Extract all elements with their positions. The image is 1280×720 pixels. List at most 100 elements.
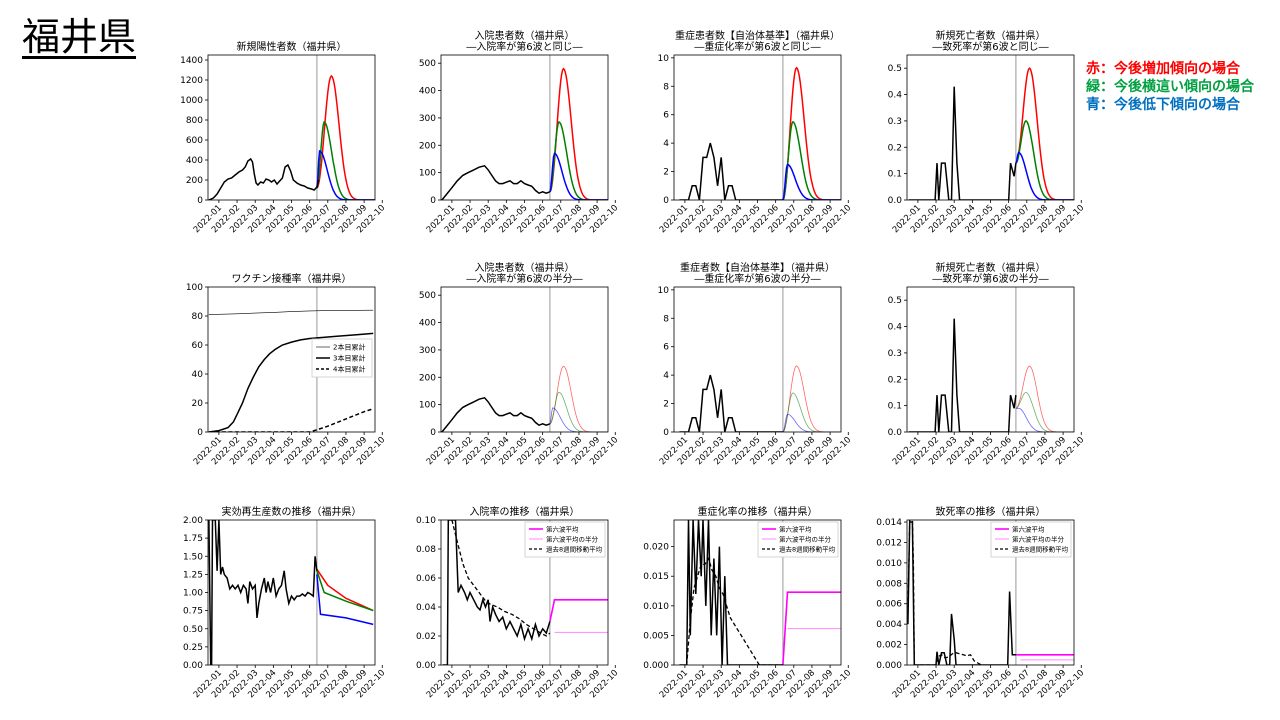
wave6-average-line	[549, 599, 608, 622]
chart-subtitle: ―致死率が第6波の半分―	[932, 272, 1048, 285]
y-tick-label: 8	[663, 314, 669, 324]
chart-title: 入院率の推移（福井県）	[470, 505, 580, 518]
scenario-red	[316, 74, 375, 200]
y-tick-label: 200	[186, 176, 203, 186]
y-tick-label: 0.1	[888, 170, 902, 180]
y-tick-label: 300	[419, 346, 436, 356]
chart-death-rate: 致死率の推移（福井県） 0.000 0.002 0.004 0.006 0.008 0.01…	[876, 505, 1086, 700]
chart-title: ワクチン接種率（福井県）	[232, 272, 352, 285]
y-tick-label: 0.020	[643, 543, 669, 553]
y-tick-label: 0.010	[643, 602, 669, 612]
legend-label: 第六波平均の半分	[1012, 535, 1065, 544]
plot-frame	[673, 286, 842, 433]
y-tick-label: 0.0	[888, 196, 903, 206]
scenario-red	[1015, 67, 1074, 200]
y-tick-label: 80	[192, 312, 204, 322]
y-tick-label: 1.50	[183, 552, 203, 562]
y-tick-label: 0.000	[876, 661, 902, 671]
moving-average-line	[907, 520, 982, 665]
y-tick-label: 300	[419, 114, 436, 124]
chart-title: 入院患者数（福井県）	[475, 29, 575, 42]
y-tick-label: 0	[663, 196, 669, 206]
scenario-blue	[316, 574, 374, 626]
y-tick-label: 0.006	[876, 600, 902, 610]
y-tick-label: 4	[663, 371, 669, 381]
y-tick-label: 40	[192, 370, 204, 380]
y-tick-label: 0.10	[416, 516, 436, 526]
y-tick-label: 0.4	[888, 91, 903, 101]
page-title: 福井県	[22, 15, 137, 59]
y-tick-label: 6	[663, 111, 669, 121]
scenario-blue	[549, 152, 608, 200]
y-tick-label: 600	[186, 136, 203, 146]
scenario-blue	[1015, 407, 1074, 432]
scenario-blue	[316, 149, 375, 200]
y-tick-label: 0.5	[888, 64, 902, 74]
observed-line	[907, 521, 1016, 665]
y-tick-label: 0	[430, 428, 436, 438]
y-tick-label: 1.25	[183, 570, 203, 580]
chart-title: 実効再生産数の推移（福井県）	[222, 505, 362, 518]
plot-frame	[207, 286, 376, 433]
observed-line	[208, 520, 318, 665]
y-tick-label: 400	[419, 319, 436, 329]
plot-frame	[906, 286, 1075, 433]
legend-label: 過去8週間移動平均	[546, 545, 603, 554]
chart-subtitle: ―重症化率が第6波の半分―	[694, 272, 820, 285]
y-tick-label: 200	[419, 141, 436, 151]
y-tick-label: 1400	[180, 56, 203, 66]
y-tick-label: 0.0	[888, 428, 903, 438]
observed-line	[679, 520, 783, 665]
plot-frame	[673, 54, 842, 201]
chart-hosp-rate: 入院率の推移（福井県）0.000.020.040.060.080.102022-…	[416, 505, 620, 700]
scenario-red	[316, 568, 374, 612]
y-tick-label: 10	[658, 54, 670, 64]
chart-subtitle: ―重症化率が第6波と同じ―	[694, 40, 820, 53]
y-tick-label: 100	[186, 283, 203, 293]
scenario-red	[782, 66, 841, 200]
legend-blue: 青：今後低下傾向の場合	[1086, 97, 1240, 113]
plot-frame	[207, 54, 376, 201]
scenario-green	[549, 391, 608, 432]
y-tick-label: 0.014	[876, 518, 902, 528]
legend-label: 過去8週間移動平均	[1012, 545, 1069, 554]
y-tick-label: 0.002	[876, 641, 902, 651]
y-tick-label: 0.3	[888, 349, 902, 359]
scenario-red	[549, 365, 608, 432]
scenario-blue	[549, 407, 608, 432]
y-tick-label: 2	[663, 168, 669, 178]
y-tick-label: 0.5	[888, 296, 902, 306]
y-tick-label: 0.2	[888, 143, 902, 153]
plot-frame	[440, 54, 609, 201]
chart-deaths-half: 新規死亡者数（福井県）―致死率が第6波の半分― 0.0 0.1 0.2 0.3 0.4 0.…	[888, 261, 1087, 467]
chart-hosp-half: 入院患者数（福井県）―入院率が第6波の半分―010020030040050020…	[419, 261, 621, 467]
chart-subtitle: ―入院率が第6波と同じ―	[466, 40, 582, 53]
chart-severe-rate: 重症化率の推移（福井県）0.0000.0050.0100.0150.020202…	[643, 505, 853, 700]
y-tick-label: 1200	[180, 76, 203, 86]
y-tick-label: 0.25	[183, 643, 203, 653]
scenario-legend: 赤：今後増加傾向の場合 緑：今後横這い傾向の場合 青：今後低下傾向の場合	[1086, 60, 1254, 114]
y-tick-label: 0.005	[643, 631, 669, 641]
scenario-green	[316, 570, 374, 612]
y-tick-label: 0.00	[416, 661, 436, 671]
y-tick-label: 0.08	[416, 545, 436, 555]
y-tick-label: 60	[192, 341, 204, 351]
scenario-green	[1015, 119, 1074, 200]
legend-red: 赤：今後増加傾向の場合	[1086, 61, 1240, 77]
y-tick-label: 0.000	[643, 661, 669, 671]
observed-line	[679, 374, 783, 432]
y-tick-label: 0.3	[888, 117, 902, 127]
scenario-red	[549, 67, 608, 200]
chart-title: 致死率の推移（福井県）	[936, 505, 1046, 518]
legend-label: 過去8週間移動平均	[779, 545, 836, 554]
scenario-red	[1015, 365, 1074, 432]
legend-label: 第六波平均	[779, 525, 812, 534]
y-tick-label: 0.015	[643, 572, 669, 582]
plot-frame	[673, 519, 842, 666]
y-tick-label: 2.00	[183, 516, 203, 526]
legend-label: 第六波平均	[1012, 525, 1045, 534]
y-tick-label: 6	[663, 343, 669, 353]
plot-frame	[906, 519, 1075, 666]
chart-subtitle: ―致死率が第6波と同じ―	[932, 40, 1048, 53]
